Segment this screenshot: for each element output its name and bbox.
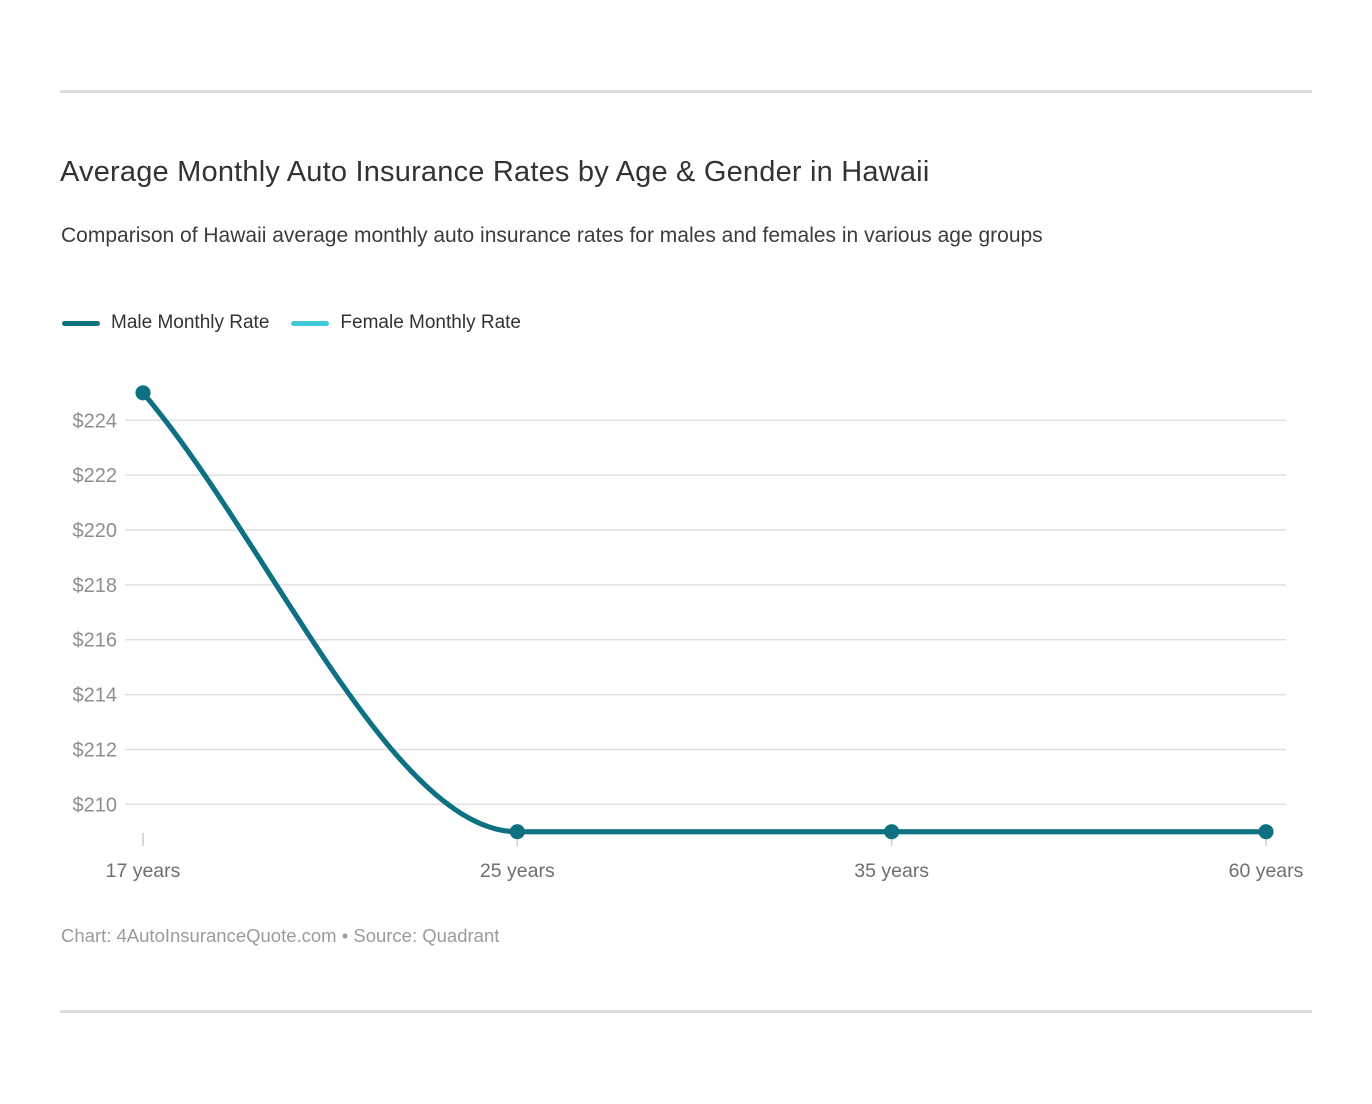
line-chart: $210 $212 $214 $216 $218 $220 $222 $224 17 years…	[73, 385, 1304, 882]
legend-label-male: Male Monthly Rate	[111, 312, 270, 333]
x-tick-label: 17 years	[106, 860, 181, 882]
chart-title: Average Monthly Auto Insurance Rates by …	[60, 156, 930, 188]
legend-item-female: Female Monthly Rate	[291, 312, 521, 334]
legend-label-female: Female Monthly Rate	[340, 312, 521, 333]
attribution: Chart: 4AutoInsuranceQuote.com • Source:…	[61, 925, 500, 946]
data-point-male-monthly-rate-60-years[interactable]	[1258, 824, 1274, 840]
x-tick-label: 25 years	[480, 860, 555, 882]
x-tick-label: 60 years	[1229, 860, 1304, 882]
y-tick-label: $220	[73, 520, 118, 542]
series-line-male-monthly-rate	[140, 390, 1269, 835]
y-tick-label: $214	[73, 685, 118, 707]
y-tick-label: $212	[73, 739, 118, 761]
y-tick-label: $218	[73, 575, 118, 597]
data-point-male-monthly-rate-35-years[interactable]	[884, 824, 900, 840]
data-point-male-monthly-rate-25-years[interactable]	[509, 824, 525, 840]
female-line-swatch-icon	[291, 320, 330, 326]
bottom-divider	[60, 1010, 1312, 1013]
top-divider	[60, 90, 1312, 93]
x-tick-label: 35 years	[854, 860, 929, 882]
y-tick-label: $222	[73, 465, 118, 487]
legend-item-male: Male Monthly Rate	[62, 312, 269, 334]
legend: Male Monthly Rate Female Monthly Rate	[62, 312, 521, 334]
data-point-male-monthly-rate-17-years[interactable]	[135, 385, 151, 401]
y-tick-label: $224	[73, 410, 118, 432]
series-line-female-monthly-rate	[140, 390, 1269, 835]
y-tick-label: $210	[73, 794, 118, 816]
male-line-swatch-icon	[62, 320, 100, 326]
chart-subtitle: Comparison of Hawaii average monthly aut…	[61, 224, 1043, 247]
y-tick-label: $216	[73, 630, 118, 652]
